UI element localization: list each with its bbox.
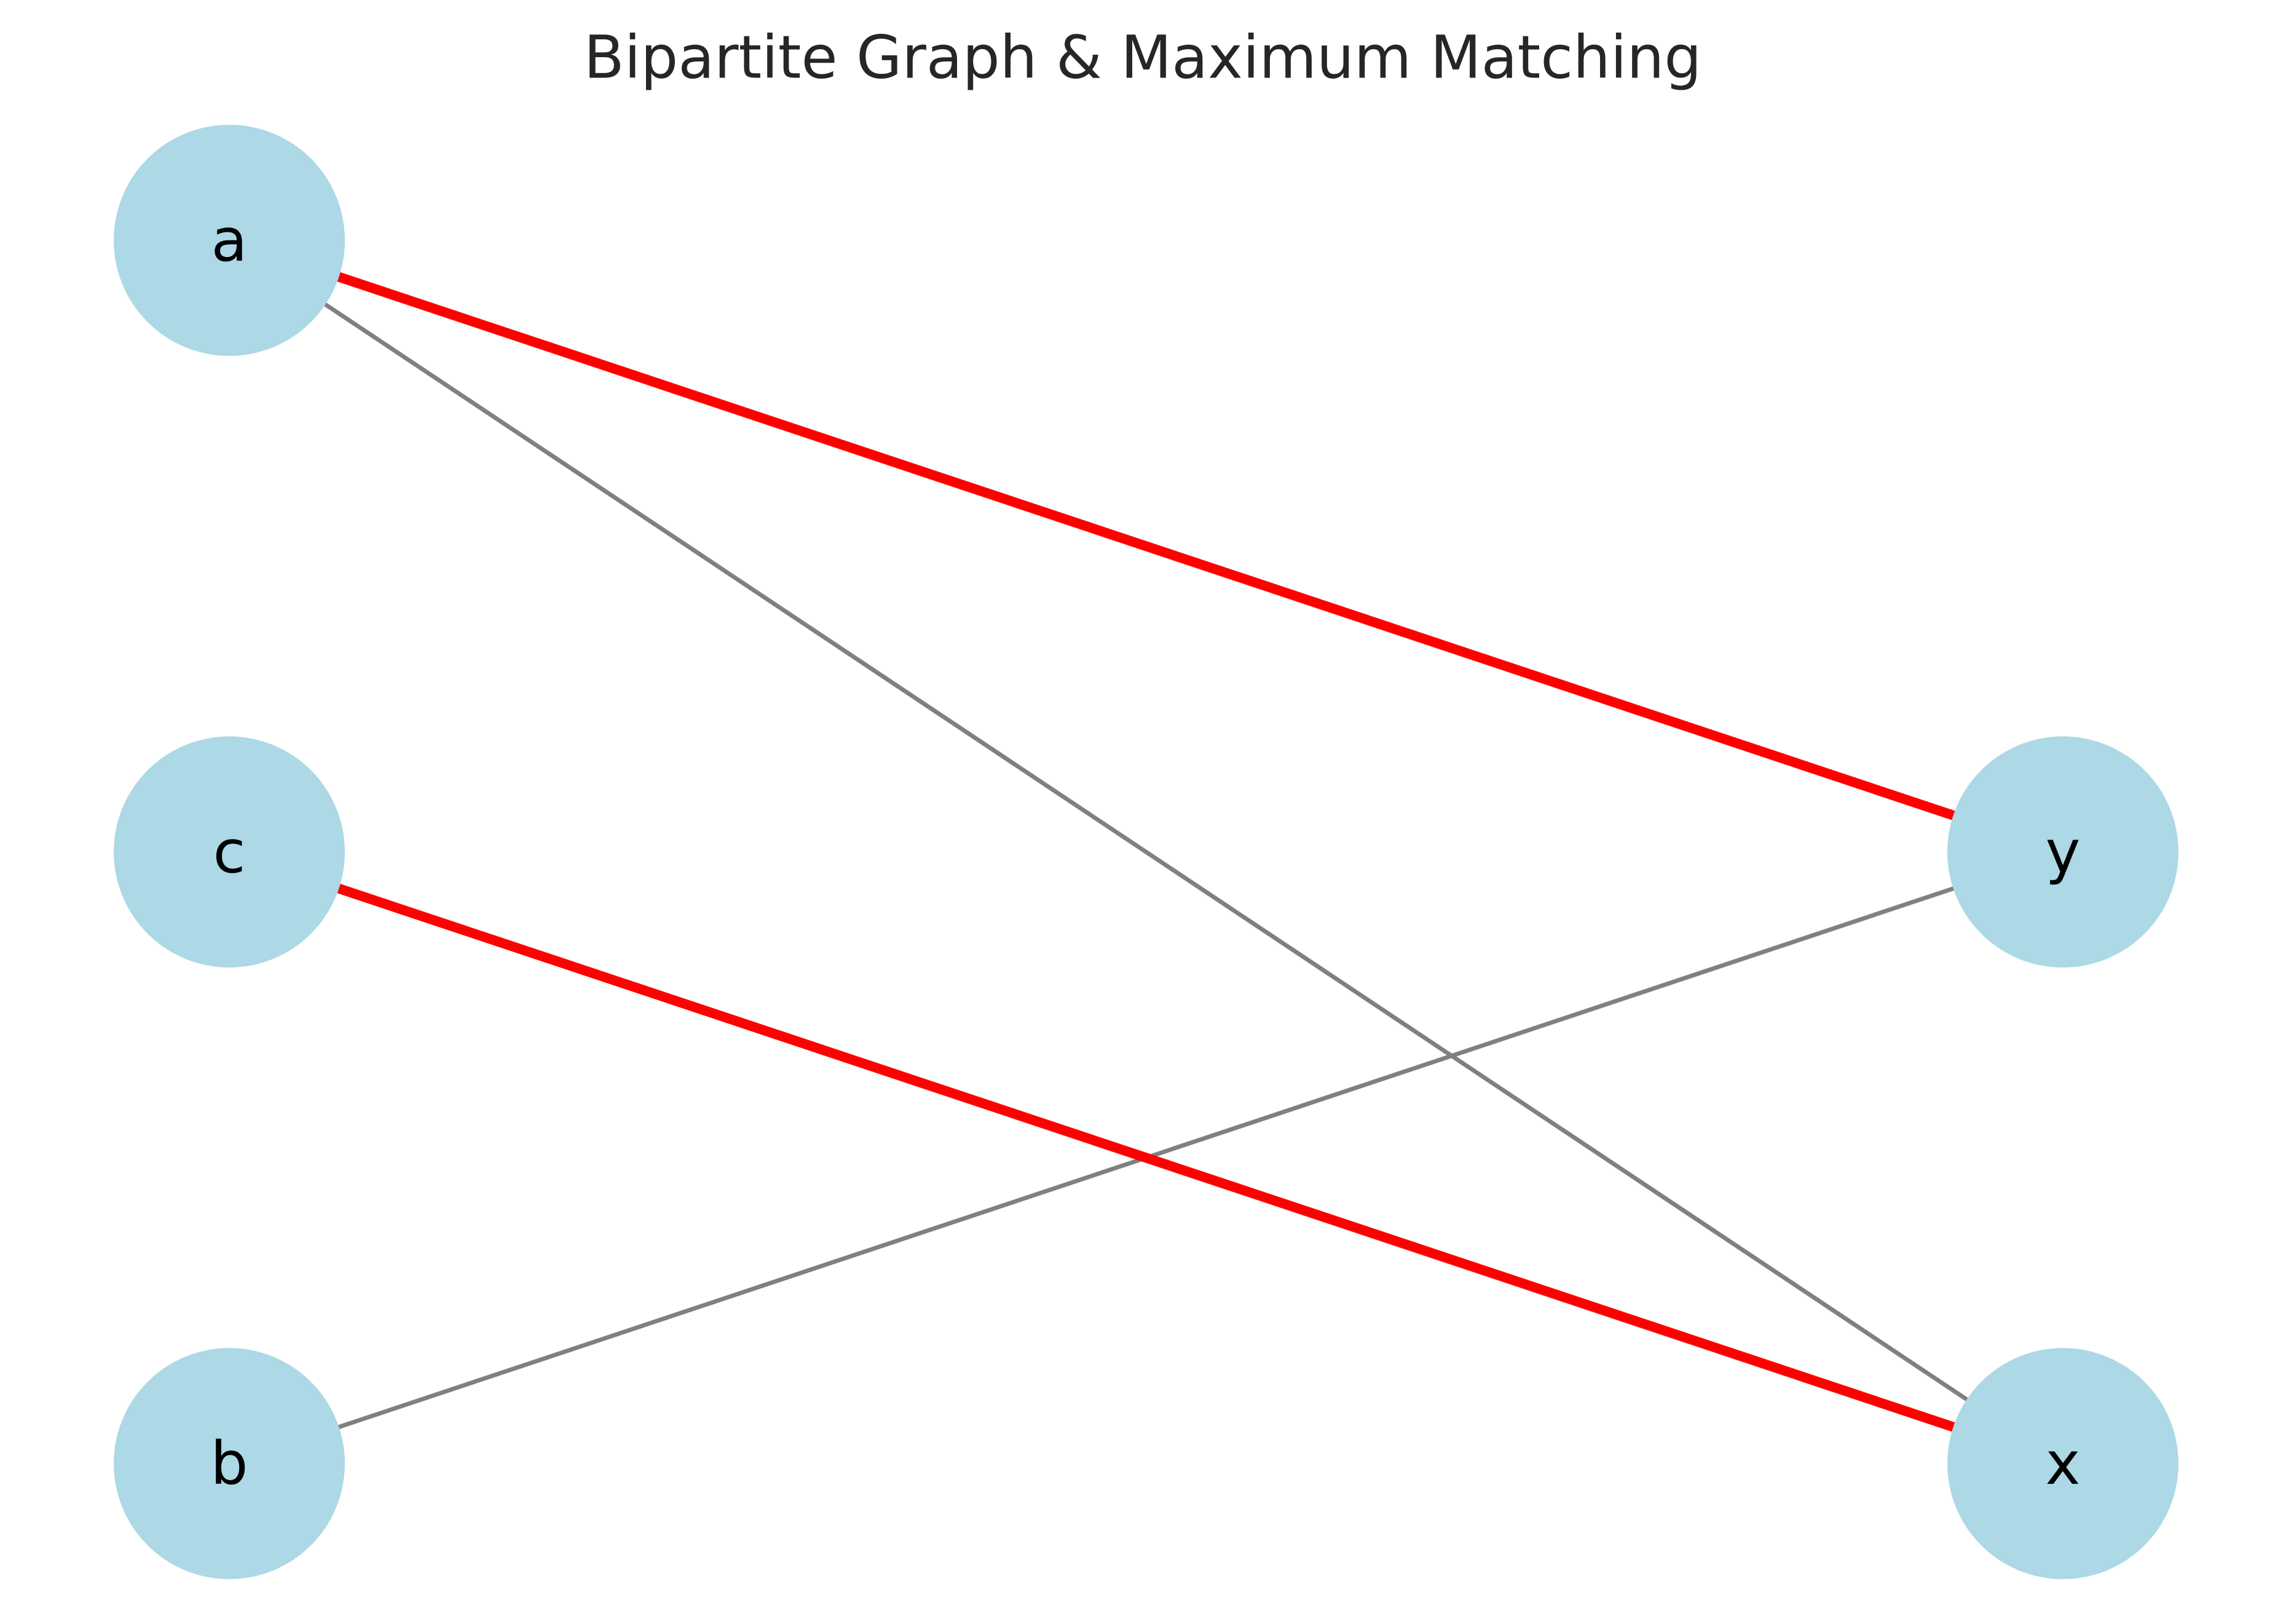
node-y: y bbox=[1947, 736, 2178, 968]
node-circle-b bbox=[114, 1348, 345, 1579]
node-circle-x bbox=[1947, 1348, 2178, 1579]
node-c: c bbox=[114, 736, 345, 968]
edges-layer bbox=[227, 235, 2065, 1468]
node-a: a bbox=[114, 125, 345, 356]
edge-a-x bbox=[228, 238, 2064, 1465]
graph-title: Bipartite Graph & Maximum Matching bbox=[584, 23, 1702, 92]
node-b: b bbox=[114, 1348, 345, 1579]
matching-edge-c-x bbox=[227, 847, 2065, 1468]
nodes-layer: a c b y x bbox=[114, 125, 2178, 1579]
node-circle-y bbox=[1947, 736, 2178, 968]
node-label-c: c bbox=[213, 818, 246, 886]
matching-edge-a-y bbox=[227, 235, 2065, 857]
node-circle-a bbox=[114, 125, 345, 356]
node-label-b: b bbox=[211, 1429, 248, 1498]
node-label-y: y bbox=[2046, 818, 2081, 886]
node-x: x bbox=[1947, 1348, 2178, 1579]
node-circle-c bbox=[114, 736, 345, 968]
node-label-a: a bbox=[211, 206, 248, 275]
node-label-x: x bbox=[2046, 1429, 2081, 1498]
